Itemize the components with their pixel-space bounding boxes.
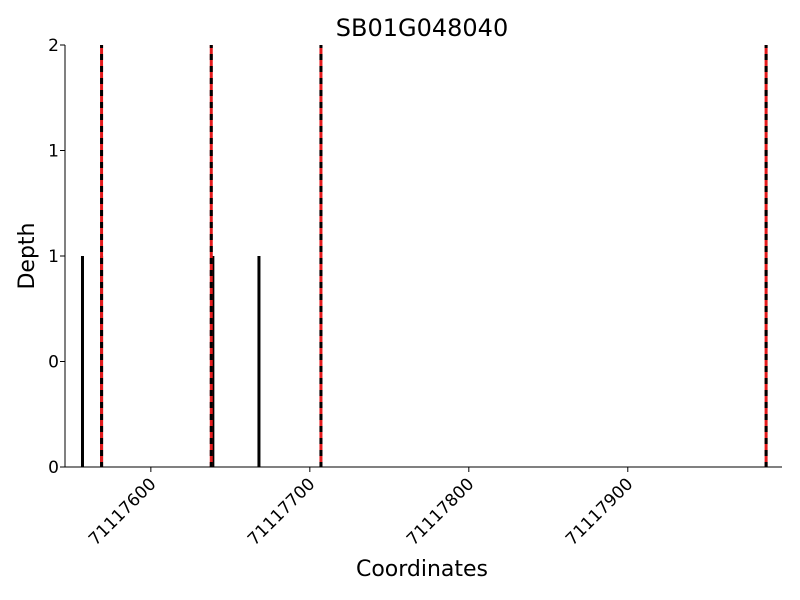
bar — [80, 256, 84, 467]
x-tick-label: 71117600 — [85, 474, 160, 549]
x-tick-label: 71117800 — [403, 474, 478, 549]
bar — [211, 256, 215, 467]
x-tick-label: 71117700 — [244, 474, 319, 549]
y-tick-label: 1 — [48, 247, 59, 267]
x-axis-label: Coordinates — [356, 557, 488, 582]
y-axis-label: Depth — [15, 222, 40, 289]
y-tick-label: 2 — [48, 36, 59, 56]
chart-title: SB01G048040 — [336, 14, 508, 42]
y-tick-label: 0 — [48, 458, 59, 478]
bar — [257, 256, 261, 467]
x-tick-label: 71117900 — [562, 474, 637, 549]
y-tick-label: 0 — [48, 353, 59, 373]
y-tick-label: 1 — [48, 142, 59, 162]
